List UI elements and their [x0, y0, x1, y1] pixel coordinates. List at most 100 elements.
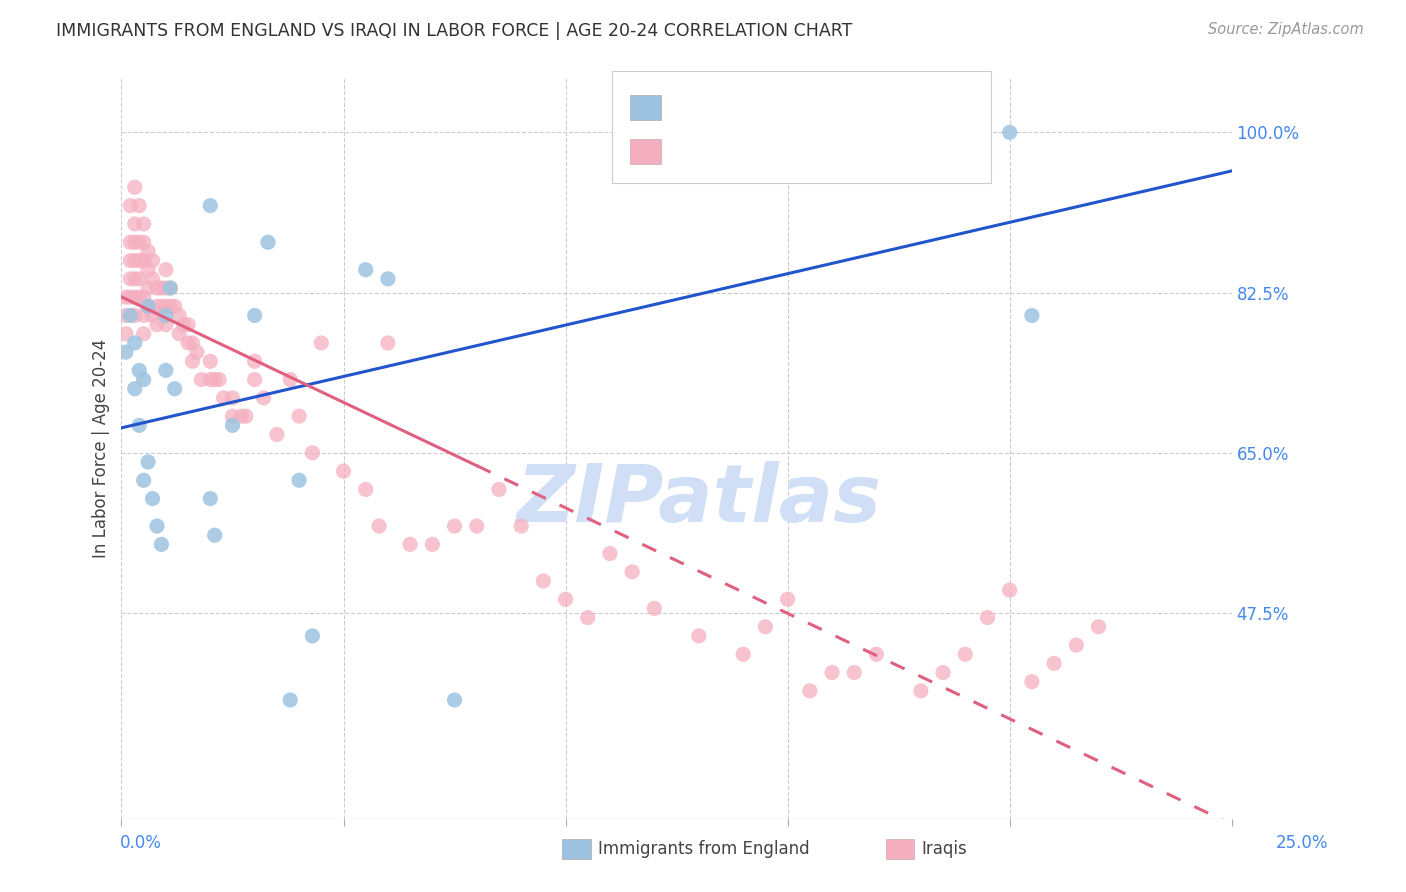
Point	[443, 519, 465, 533]
Point	[136, 299, 159, 313]
Point	[221, 391, 243, 405]
Point	[377, 272, 399, 286]
Point	[621, 565, 644, 579]
Point	[177, 318, 200, 332]
Point	[212, 391, 235, 405]
Point	[115, 326, 138, 341]
Text: IMMIGRANTS FROM ENGLAND VS IRAQI IN LABOR FORCE | AGE 20-24 CORRELATION CHART: IMMIGRANTS FROM ENGLAND VS IRAQI IN LABO…	[56, 22, 852, 40]
Point	[204, 528, 226, 542]
Point	[155, 262, 177, 277]
Point	[754, 620, 776, 634]
Y-axis label: In Labor Force | Age 20-24: In Labor Force | Age 20-24	[93, 339, 110, 558]
Point	[998, 583, 1021, 598]
Point	[208, 373, 231, 387]
Point	[1066, 638, 1088, 652]
Point	[155, 363, 177, 377]
Point	[1021, 309, 1043, 323]
Point	[128, 272, 150, 286]
Point	[235, 409, 257, 424]
Point	[200, 373, 222, 387]
Text: Iraqis: Iraqis	[921, 840, 967, 858]
Text: R =: R =	[672, 98, 710, 116]
Point	[159, 281, 181, 295]
Point	[301, 629, 323, 643]
Point	[120, 253, 142, 268]
Point	[554, 592, 576, 607]
Point	[132, 290, 155, 304]
Point	[932, 665, 955, 680]
Text: N =: N =	[808, 143, 848, 161]
Point	[465, 519, 488, 533]
Point	[288, 473, 311, 487]
Point	[186, 345, 208, 359]
Point	[146, 299, 169, 313]
Point	[124, 272, 146, 286]
Point	[976, 610, 998, 624]
Point	[132, 309, 155, 323]
Point	[124, 382, 146, 396]
Point	[141, 309, 163, 323]
Point	[124, 235, 146, 250]
Point	[243, 354, 266, 368]
Point	[128, 363, 150, 377]
Text: Immigrants from England: Immigrants from England	[598, 840, 810, 858]
Point	[120, 290, 142, 304]
Point	[204, 373, 226, 387]
Point	[150, 281, 173, 295]
Point	[120, 309, 142, 323]
Point	[181, 335, 204, 350]
Point	[150, 537, 173, 551]
Point	[278, 373, 301, 387]
Point	[128, 290, 150, 304]
Point	[173, 318, 195, 332]
Text: N =: N =	[808, 98, 848, 116]
Point	[146, 519, 169, 533]
Point	[159, 281, 181, 295]
Point	[136, 281, 159, 295]
Point	[643, 601, 665, 615]
Point	[124, 217, 146, 231]
Point	[128, 253, 150, 268]
Point	[332, 464, 354, 478]
Point	[910, 683, 932, 698]
Point	[420, 537, 443, 551]
Point	[243, 309, 266, 323]
Text: 0.0%: 0.0%	[120, 834, 162, 852]
Point	[163, 299, 186, 313]
Point	[354, 483, 377, 497]
Point	[354, 262, 377, 277]
Point	[844, 665, 866, 680]
Point	[124, 180, 146, 194]
Point	[311, 335, 333, 350]
Point	[132, 373, 155, 387]
Text: ZIPatlas: ZIPatlas	[516, 461, 882, 539]
Point	[932, 153, 955, 167]
Point	[200, 491, 222, 506]
Text: -0.132: -0.132	[728, 143, 790, 161]
Point	[190, 373, 212, 387]
Text: 0.526: 0.526	[728, 98, 783, 116]
Point	[531, 574, 554, 588]
Point	[821, 665, 844, 680]
Point	[163, 382, 186, 396]
Text: 33: 33	[855, 98, 879, 116]
Point	[132, 253, 155, 268]
Text: Source: ZipAtlas.com: Source: ZipAtlas.com	[1208, 22, 1364, 37]
Text: R =: R =	[672, 143, 710, 161]
Point	[132, 217, 155, 231]
Text: 25.0%: 25.0%	[1277, 834, 1329, 852]
Point	[115, 345, 138, 359]
Point	[128, 199, 150, 213]
Point	[865, 647, 887, 661]
Point	[155, 309, 177, 323]
Point	[754, 125, 776, 139]
Point	[399, 537, 422, 551]
Point	[136, 299, 159, 313]
Point	[221, 418, 243, 433]
Point	[132, 473, 155, 487]
Point	[177, 335, 200, 350]
Point	[799, 683, 821, 698]
Point	[146, 281, 169, 295]
Point	[124, 335, 146, 350]
Point	[288, 409, 311, 424]
